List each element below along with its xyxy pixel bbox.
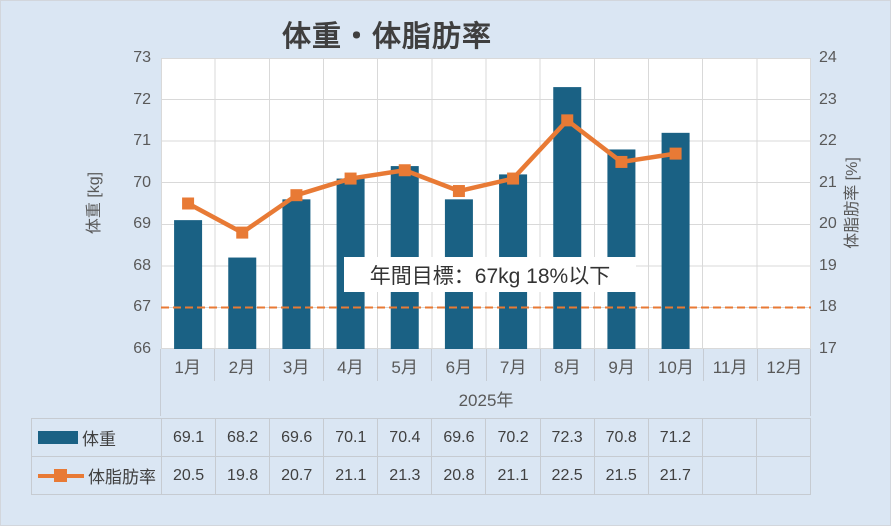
table-legend-cell: 体重 [32, 419, 162, 457]
legend-label: 体脂肪率 [88, 468, 156, 487]
y-tick-label-right: 17 [819, 340, 837, 357]
weight-bar [282, 199, 311, 349]
table-value-cell [702, 419, 757, 457]
legend-swatch-bar [38, 431, 78, 444]
legend-marker [54, 469, 67, 482]
table-value-cell: 69.1 [162, 419, 217, 457]
table-value-cell: 69.6 [432, 419, 487, 457]
table-value-cell: 70.2 [486, 419, 541, 457]
x-tick-label: 2月 [214, 349, 268, 381]
bodyfat-marker [507, 172, 520, 185]
bodyfat-marker [398, 164, 411, 177]
y-tick-label-left: 73 [133, 49, 151, 66]
x-axis-year-label: 2025年 [161, 381, 811, 416]
table-value-cell: 21.3 [378, 457, 433, 495]
x-tick-label: 10月 [648, 349, 702, 381]
target-annotation: 年間目標：67kg 18%以下 [344, 257, 636, 292]
table-value-cell: 70.8 [594, 419, 649, 457]
y-tick-label-left: 69 [133, 215, 151, 233]
table-value-cell: 70.1 [324, 419, 379, 457]
weight-bar [661, 132, 690, 349]
legend-label: 体重 [82, 430, 116, 449]
table-value-cell: 21.5 [594, 457, 649, 495]
bodyfat-line [185, 118, 678, 235]
table-value-cell: 22.5 [540, 457, 595, 495]
weight-bar [174, 220, 203, 349]
table-value-cell [756, 457, 811, 495]
y-tick-label-right: 23 [819, 90, 837, 108]
table-value-cell: 72.3 [540, 419, 595, 457]
y-tick-label-left: 68 [133, 256, 151, 274]
x-tick-label: 6月 [431, 349, 485, 381]
x-tick-label: 9月 [594, 349, 648, 381]
y-tick-label-right: 21 [819, 173, 837, 191]
table-value-cell: 68.2 [216, 419, 271, 457]
left-axis-title: 体重 [kg] [86, 171, 103, 235]
bodyfat-marker [290, 189, 303, 202]
y-tick-label-left: 66 [133, 340, 151, 357]
y-tick-label-right: 20 [819, 215, 837, 233]
table-value-cell: 20.5 [162, 457, 217, 495]
y-tick-label-left: 72 [133, 90, 151, 108]
table-value-cell: 71.2 [648, 419, 703, 457]
y-tick-label-right: 19 [819, 256, 837, 274]
y-tick-label-right: 22 [819, 132, 837, 150]
table-value-cell: 20.7 [270, 457, 325, 495]
table-value-cell: 20.8 [432, 457, 487, 495]
x-tick-label: 7月 [485, 349, 540, 381]
table-value-cell: 70.4 [378, 419, 433, 457]
x-tick-label: 11月 [702, 349, 757, 381]
bodyfat-marker [452, 185, 465, 198]
plot-area [161, 58, 811, 349]
x-tick-label: 8月 [539, 349, 594, 381]
table-value-cell: 21.1 [324, 457, 379, 495]
x-tick-label: 4月 [322, 349, 377, 381]
table-value-cell: 21.7 [648, 457, 703, 495]
y-tick-label-right: 18 [819, 298, 837, 316]
data-table: 体重 69.1 68.2 69.6 70.1 70.4 69.6 70.2 72.3 70.8 71… [31, 418, 811, 495]
year-label: 2025年 [458, 391, 514, 410]
bodyfat-marker [344, 172, 357, 185]
y-tick-label-left: 70 [133, 173, 151, 191]
x-tick-label: 12月 [756, 349, 811, 381]
y-tick-label-left: 67 [133, 298, 151, 316]
table-value-cell [702, 457, 757, 495]
x-tick-label: 5月 [377, 349, 431, 381]
bodyfat-marker [182, 197, 195, 210]
category-axis-edge-line-left [160, 349, 161, 416]
chart-title: 体重・体脂肪率 [281, 21, 492, 53]
weight-bar [607, 149, 636, 349]
bodyfat-marker [561, 114, 574, 127]
y-tick-label-left: 71 [133, 132, 151, 150]
category-axis-edge-line-right [810, 349, 811, 416]
x-tick-label: 1月 [174, 357, 201, 377]
table-value-cell: 69.6 [270, 419, 325, 457]
bodyfat-marker [669, 147, 682, 160]
bodyfat-marker [236, 226, 249, 239]
table-value-cell: 19.8 [216, 457, 271, 495]
weight-bar [228, 257, 257, 349]
y-tick-label-right: 24 [819, 49, 837, 66]
legend-swatch-line [38, 469, 84, 482]
x-axis-month-labels: 1月 2月 3月 4月 5月 6月 7月 8月 9月 10月 11月 12月 [161, 349, 811, 381]
table-value-cell [756, 419, 811, 457]
x-tick-label: 3月 [268, 349, 323, 381]
table-value-cell: 21.1 [486, 457, 541, 495]
table-legend-cell: 体脂肪率 [32, 457, 162, 495]
bodyfat-marker [615, 155, 628, 168]
